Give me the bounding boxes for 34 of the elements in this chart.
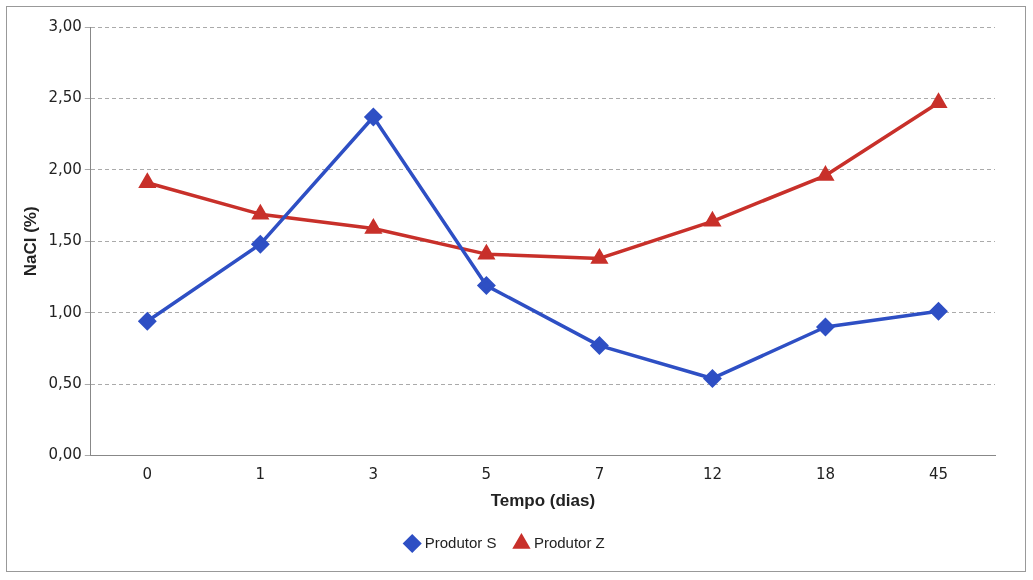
point [138, 312, 157, 331]
y-tick-label: 2,50 [48, 88, 82, 107]
y-tick-label: 0,50 [48, 374, 82, 393]
point [251, 235, 270, 253]
legend-label: Produtor Z [533, 533, 605, 551]
point [591, 249, 608, 264]
x-tick-label: 45 [928, 465, 949, 484]
point [590, 336, 609, 355]
y-tick-label: 2,00 [48, 159, 82, 178]
y-axis-title: NaCl (%) [20, 206, 40, 277]
point [477, 276, 496, 295]
y-tick-label: 0,00 [48, 445, 82, 464]
point [478, 245, 495, 260]
point [139, 173, 156, 188]
y-tick-label: 1,50 [48, 231, 82, 250]
point [252, 205, 269, 220]
x-axis-title: Tempo (dias) [490, 491, 596, 511]
point [817, 166, 834, 181]
point [929, 302, 948, 321]
y-tick-label: 3,00 [48, 16, 82, 35]
point [930, 93, 947, 108]
point [703, 210, 722, 227]
x-tick-label: 18 [815, 465, 836, 484]
point [365, 219, 382, 234]
x-tick-label: 1 [255, 465, 266, 484]
legend-label: Produtor S [424, 533, 497, 551]
x-tick-label: 0 [142, 465, 153, 484]
x-tick-label: 7 [594, 465, 605, 484]
point [816, 318, 835, 336]
y-tick-label: 1,00 [48, 302, 82, 321]
x-tick-label: 3 [368, 465, 379, 484]
x-tick-label: 5 [481, 465, 492, 484]
x-tick-label: 12 [702, 465, 722, 484]
point [703, 369, 722, 388]
